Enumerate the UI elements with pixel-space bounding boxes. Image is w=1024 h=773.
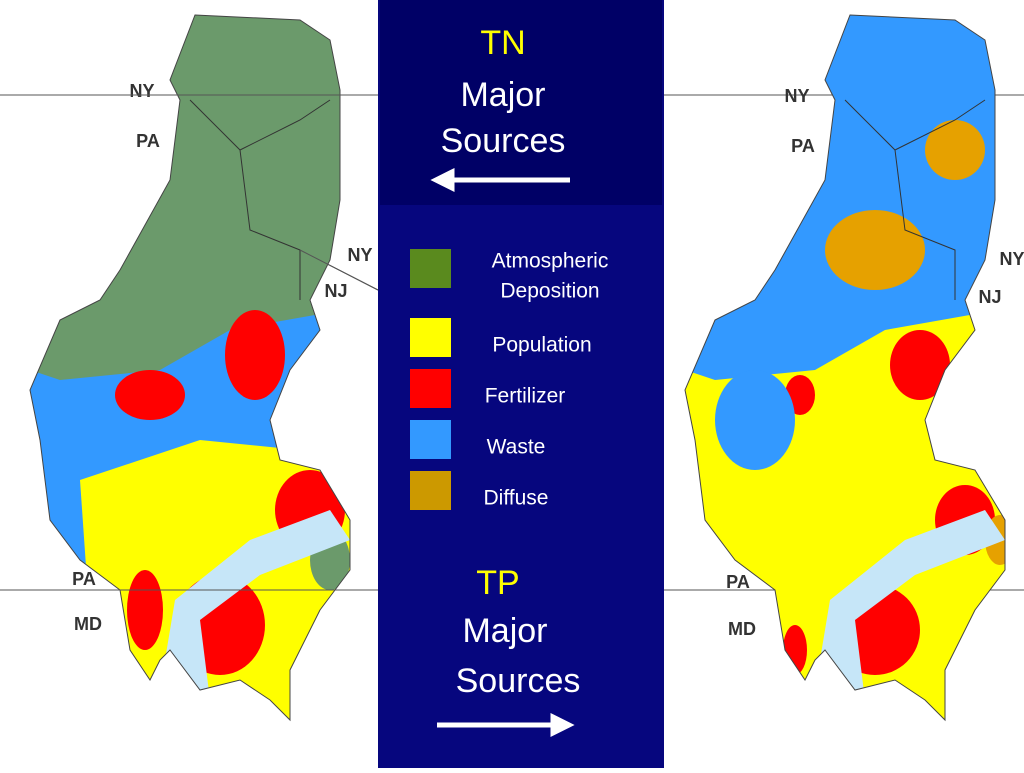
state-label: NY [129,81,154,101]
tn-line: Major [460,76,545,114]
state-label: NY [784,86,809,106]
legend-label: Deposition [500,280,599,303]
patch [890,330,950,400]
legend-label: Population [492,334,591,357]
tn-title: TN [480,24,525,62]
legend-swatch [410,249,451,288]
state-line [844,99,986,300]
state-line [299,249,379,291]
state-label: NJ [324,281,347,301]
state-label: NY [999,249,1024,269]
patch [115,370,185,420]
state-label: MD [728,619,756,639]
legend-swatch [410,420,451,459]
patch [127,570,163,650]
legend: Atmospheric Deposition Population Fertilize… [410,249,608,510]
state-label: PA [726,572,750,592]
tp-line: Major [462,612,547,650]
legend-label: Diffuse [484,487,549,510]
tn-line: Sources [441,122,566,160]
state-label: NY [347,245,372,265]
legend-swatch [410,318,451,357]
legend-swatch [410,369,451,408]
state-line [189,99,331,300]
tn-panel [380,0,662,205]
state-label: NJ [978,287,1001,307]
tp-title: TP [476,564,519,602]
outline [29,14,351,722]
patch [225,310,285,400]
legend-label: Fertilizer [485,385,566,408]
state-label: MD [74,614,102,634]
state-label: PA [136,131,160,151]
legend-swatch [410,471,451,510]
tp-line: Sources [456,662,581,700]
watershed [685,15,1005,720]
state-label: PA [72,569,96,589]
patch [825,210,925,290]
outline [684,14,1006,722]
legend-label: Atmospheric [492,250,609,273]
arrow-right [437,712,575,738]
state-label: PA [791,136,815,156]
patch [715,370,795,470]
arrow-left [430,167,570,193]
patch [783,625,807,675]
patch [940,390,970,450]
patch [925,120,985,180]
legend-label: Waste [487,436,546,459]
